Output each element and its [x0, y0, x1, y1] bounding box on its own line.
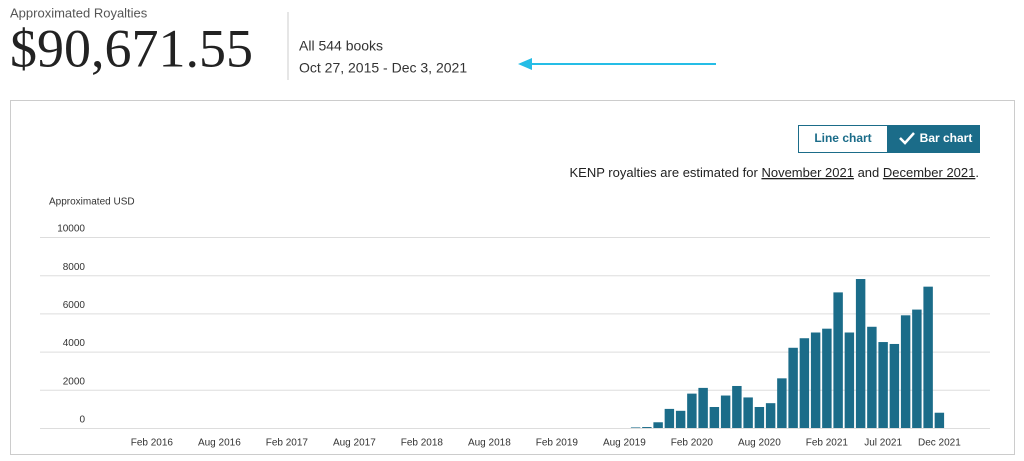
date-range: Oct 27, 2015 - Dec 3, 2021 — [299, 60, 467, 76]
bar — [799, 338, 810, 428]
bar-chart-button[interactable]: Bar chart — [888, 125, 980, 153]
y-tick-label: 2000 — [63, 376, 86, 387]
y-axis-label: Approximated USD — [49, 197, 135, 208]
bar — [810, 332, 821, 428]
x-tick-label: Jul 2021 — [864, 438, 902, 449]
y-tick-label: 10000 — [57, 224, 85, 235]
line-chart-button[interactable]: Line chart — [798, 125, 888, 153]
x-tick-label: Aug 2020 — [738, 438, 781, 449]
x-tick-label: Aug 2017 — [333, 438, 376, 449]
note-link[interactable]: November 2021 — [761, 165, 854, 180]
bar — [878, 342, 888, 428]
bar — [855, 279, 866, 428]
bar — [630, 427, 641, 428]
note-text: and — [854, 165, 883, 180]
bar — [867, 326, 877, 428]
bar — [788, 347, 798, 428]
x-tick-label: Feb 2018 — [401, 438, 444, 449]
bar — [698, 387, 708, 428]
x-tick-label: Feb 2017 — [266, 438, 309, 449]
x-tick-label: Aug 2018 — [468, 438, 511, 449]
kenp-note: KENP royalties are estimated for Novembe… — [570, 165, 980, 180]
x-tick-label: Dec 2021 — [918, 438, 961, 449]
bar — [675, 410, 686, 428]
bar — [653, 422, 663, 428]
y-tick-label: 8000 — [63, 262, 86, 273]
note-text: . — [975, 165, 979, 180]
royalty-amount: $90,671.55 — [10, 18, 253, 78]
x-tick-label: Aug 2019 — [603, 438, 646, 449]
y-tick-label: 4000 — [63, 338, 86, 349]
bar — [833, 292, 843, 428]
y-tick-label: 0 — [79, 415, 85, 426]
note-link[interactable]: December 2021 — [883, 165, 976, 180]
y-tick-label: 6000 — [63, 300, 86, 311]
bar — [923, 286, 933, 428]
bar — [900, 315, 911, 428]
x-tick-label: Feb 2019 — [536, 438, 579, 449]
button-label: Bar chart — [920, 131, 973, 145]
bar — [777, 378, 787, 428]
bar — [754, 406, 765, 428]
chart-frame — [10, 100, 1015, 455]
x-tick-label: Feb 2020 — [671, 438, 714, 449]
bar — [934, 412, 945, 428]
arrow — [518, 58, 716, 70]
x-tick-label: Aug 2016 — [198, 438, 241, 449]
bar — [664, 408, 675, 428]
x-tick-label: Feb 2021 — [806, 438, 849, 449]
bar — [732, 385, 742, 428]
button-label: Line chart — [814, 131, 871, 145]
bar — [743, 397, 753, 428]
note-text: KENP royalties are estimated for — [570, 165, 762, 180]
bar — [844, 332, 855, 428]
bar — [709, 406, 720, 428]
bar — [720, 395, 731, 428]
bar — [912, 309, 922, 428]
bar — [642, 427, 652, 428]
books-count: All 544 books — [299, 38, 383, 54]
bar — [822, 328, 832, 428]
header-label: Approximated Royalties — [10, 5, 148, 20]
check-icon — [899, 132, 915, 145]
bar — [889, 343, 900, 428]
bar — [687, 393, 697, 428]
bar — [765, 403, 776, 428]
x-tick-label: Feb 2016 — [131, 438, 174, 449]
